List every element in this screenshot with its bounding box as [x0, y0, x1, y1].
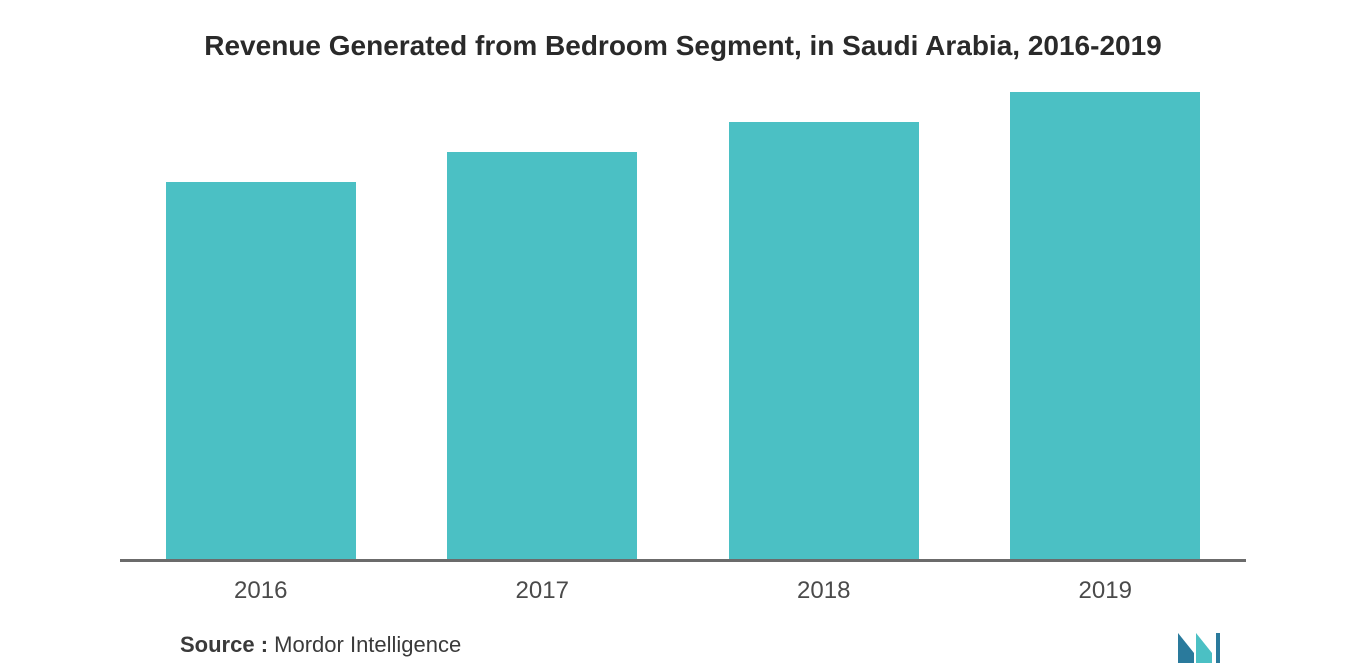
x-axis-label: 2019 [965, 577, 1247, 605]
bar-group [402, 152, 684, 562]
source-value: Mordor Intelligence [274, 632, 461, 657]
logo-svg [1176, 625, 1246, 665]
bars-container [120, 92, 1246, 562]
x-axis-labels: 2016201720182019 [120, 577, 1246, 605]
chart-container: Revenue Generated from Bedroom Segment, … [0, 0, 1366, 655]
plot-area [120, 92, 1246, 562]
bar-group [120, 182, 402, 562]
bar [729, 122, 919, 562]
x-axis-baseline [120, 559, 1246, 562]
mordor-logo-icon [1176, 625, 1246, 665]
x-axis-label: 2016 [120, 577, 402, 605]
source-row: Source : Mordor Intelligence [180, 625, 1246, 665]
source-label: Source : [180, 632, 268, 657]
x-axis-label: 2017 [402, 577, 684, 605]
bar-group [965, 92, 1247, 562]
bar-group [683, 122, 965, 562]
chart-title: Revenue Generated from Bedroom Segment, … [60, 20, 1306, 62]
source-text: Source : Mordor Intelligence [180, 632, 461, 658]
bar [1010, 92, 1200, 562]
bar [166, 182, 356, 562]
x-axis-label: 2018 [683, 577, 965, 605]
bar [447, 152, 637, 562]
